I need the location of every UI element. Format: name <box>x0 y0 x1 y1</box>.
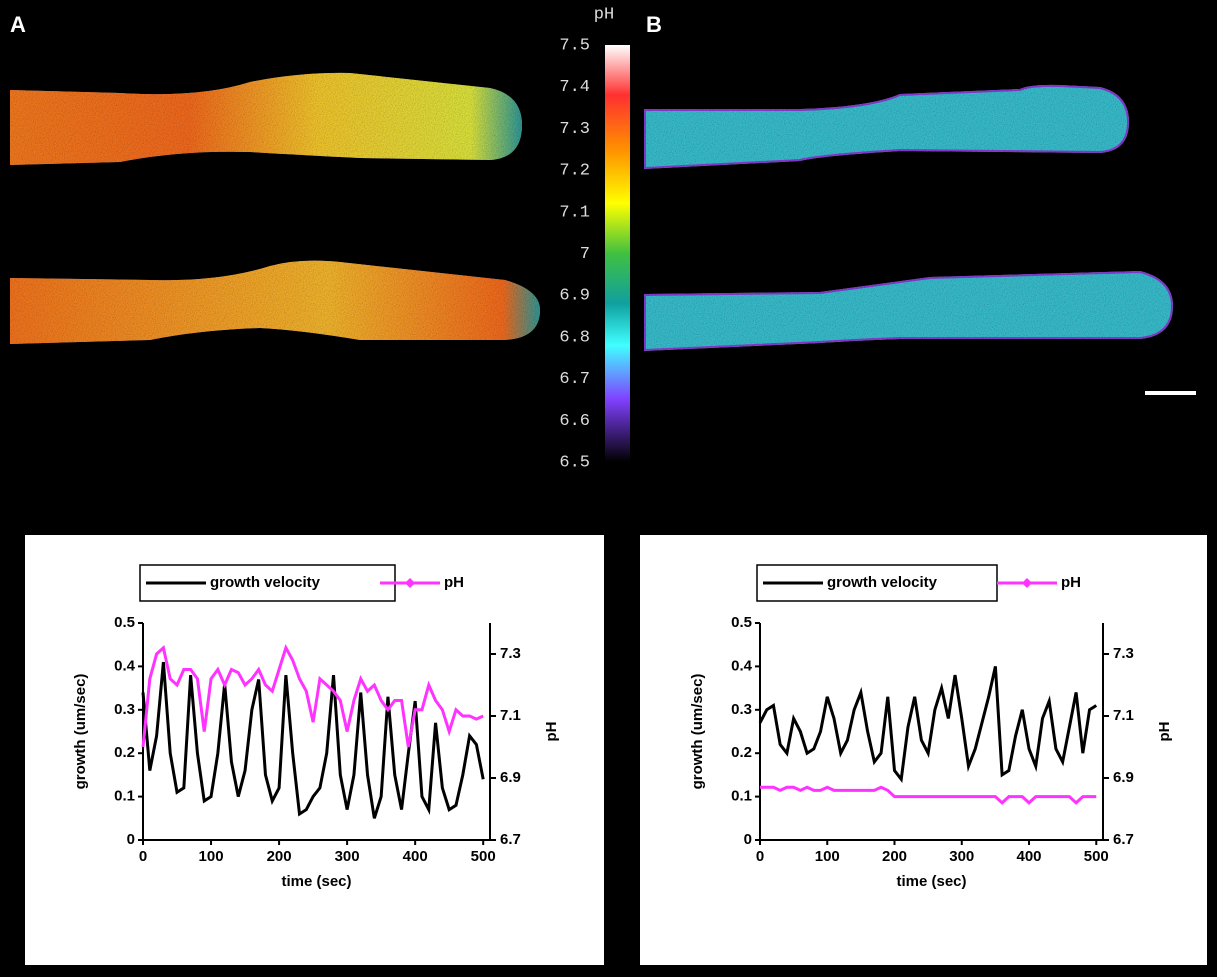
colorbar <box>605 45 630 462</box>
x-tick-label: 100 <box>199 848 224 865</box>
chart-panel <box>640 535 1207 965</box>
colorbar-tick-label: 6.9 <box>559 287 590 306</box>
y2-tick-label: 6.9 <box>1113 769 1134 786</box>
x-tick-label: 200 <box>882 848 907 865</box>
x-tick-label: 300 <box>949 848 974 865</box>
y2-tick-label: 6.7 <box>500 831 521 848</box>
chart-panel <box>25 535 604 965</box>
cell-image <box>644 270 1174 352</box>
x-axis-label: time (sec) <box>896 873 966 890</box>
y-tick-label: 0 <box>127 831 135 848</box>
colorbar-tick-label: 6.7 <box>559 370 590 389</box>
x-tick-label: 500 <box>471 848 496 865</box>
legend-marker <box>405 578 415 588</box>
panel-label: A <box>10 12 26 37</box>
y2-tick-label: 7.3 <box>1113 645 1134 662</box>
colorbar-tick-label: 7.1 <box>559 203 590 222</box>
y2-tick-label: 7.1 <box>1113 707 1134 724</box>
y-tick-label: 0.5 <box>731 614 752 631</box>
series-line <box>760 785 1097 805</box>
series-line <box>758 666 1098 784</box>
colorbar-tick-label: 7.5 <box>559 36 590 55</box>
colorbar-tick-label: 6.8 <box>559 328 590 347</box>
series-line <box>141 643 484 748</box>
y-tick-label: 0.5 <box>114 614 135 631</box>
legend-label: growth velocity <box>210 574 321 591</box>
legend-label: pH <box>1061 574 1081 591</box>
x-tick-label: 400 <box>403 848 428 865</box>
x-tick-label: 200 <box>267 848 292 865</box>
colorbar-tick-label: 7.3 <box>559 120 590 139</box>
y-tick-label: 0.4 <box>731 657 753 674</box>
colorbar-tick-label: 6.6 <box>559 412 590 431</box>
y2-axis-label: pH <box>1156 722 1173 742</box>
series-line <box>141 661 485 819</box>
y-tick-label: 0.4 <box>114 657 136 674</box>
y2-tick-label: 7.1 <box>500 707 521 724</box>
colorbar-tick-label: 7 <box>580 245 590 264</box>
y-axis-label: growth (um/sec) <box>72 674 89 790</box>
x-tick-label: 0 <box>756 848 764 865</box>
colorbar-tick-label: 6.5 <box>559 453 590 472</box>
x-tick-label: 100 <box>815 848 840 865</box>
colorbar-tick-label: 7.4 <box>559 78 590 97</box>
cell-image <box>644 84 1130 170</box>
y2-axis-label: pH <box>543 722 560 742</box>
cell-image <box>10 260 540 344</box>
y-tick-label: 0.3 <box>114 701 135 718</box>
cell-image <box>10 72 522 165</box>
x-tick-label: 300 <box>335 848 360 865</box>
y-tick-label: 0.2 <box>731 744 752 761</box>
y-tick-label: 0 <box>744 831 752 848</box>
legend-marker <box>1022 578 1032 588</box>
x-tick-label: 500 <box>1084 848 1109 865</box>
colorbar-title: pH <box>594 5 614 24</box>
y-tick-label: 0.3 <box>731 701 752 718</box>
y2-tick-label: 6.9 <box>500 769 521 786</box>
y-tick-label: 0.1 <box>114 788 135 805</box>
x-tick-label: 0 <box>139 848 147 865</box>
y2-tick-label: 7.3 <box>500 645 521 662</box>
y-tick-label: 0.2 <box>114 744 135 761</box>
y-tick-label: 0.1 <box>731 788 752 805</box>
y2-tick-label: 6.7 <box>1113 831 1134 848</box>
legend-label: growth velocity <box>827 574 938 591</box>
panel-label: B <box>646 12 662 37</box>
x-axis-label: time (sec) <box>281 873 351 890</box>
x-tick-label: 400 <box>1017 848 1042 865</box>
y-axis-label: growth (um/sec) <box>689 674 706 790</box>
legend-label: pH <box>444 574 464 591</box>
colorbar-tick-label: 7.2 <box>559 162 590 181</box>
